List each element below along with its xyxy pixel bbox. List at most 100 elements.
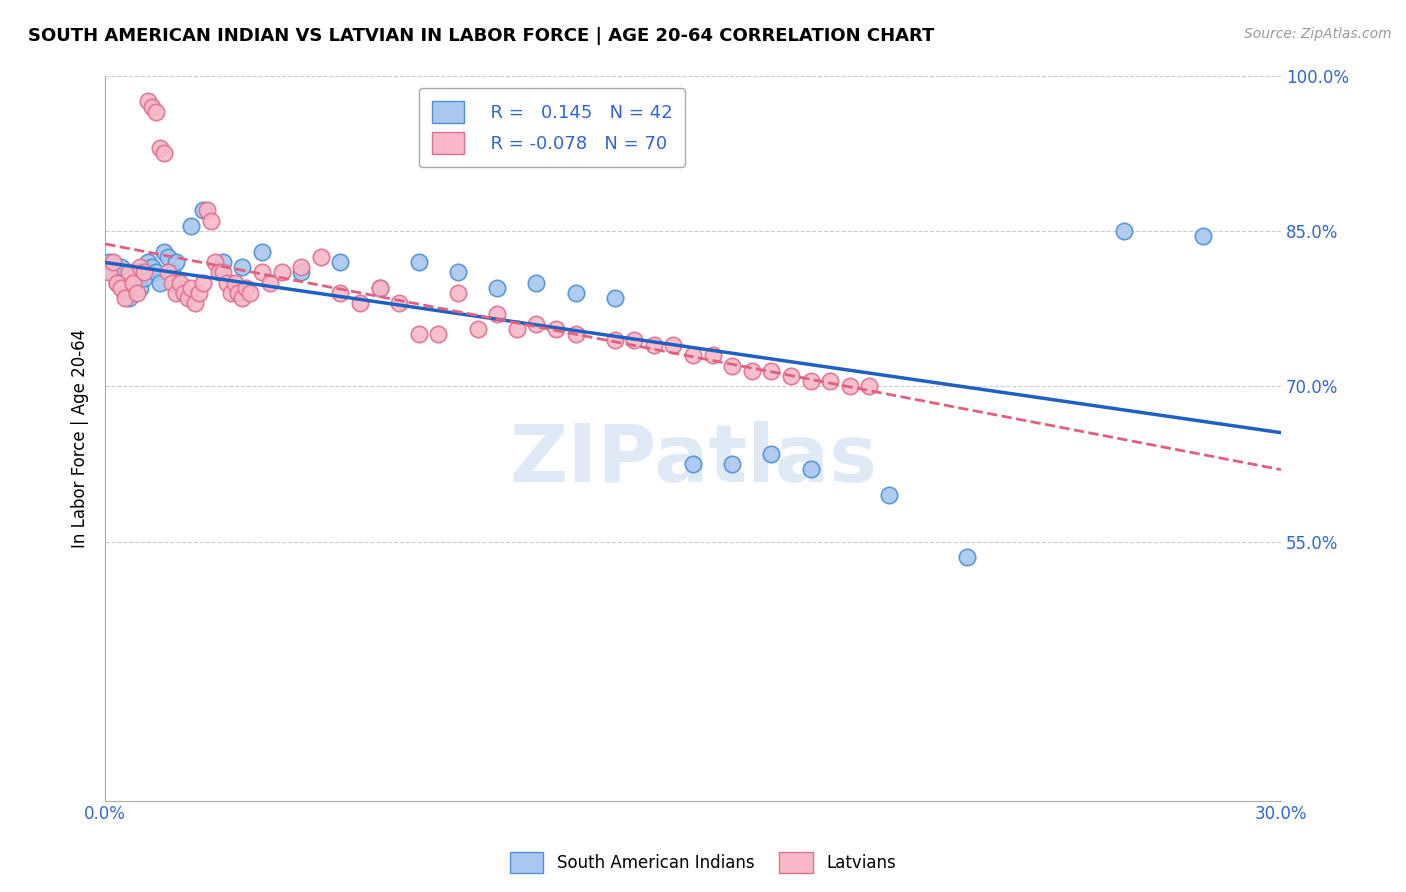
- Point: [388, 296, 411, 310]
- Point: [259, 276, 281, 290]
- Point: [169, 281, 191, 295]
- Point: [98, 255, 121, 269]
- Point: [721, 457, 744, 471]
- Point: [180, 281, 202, 295]
- Point: [180, 219, 202, 233]
- Point: [858, 379, 880, 393]
- Point: [121, 276, 143, 290]
- Point: [956, 550, 979, 565]
- Point: [447, 286, 470, 301]
- Point: [211, 255, 233, 269]
- Point: [136, 255, 159, 269]
- Point: [408, 327, 430, 342]
- Point: [270, 265, 292, 279]
- Point: [114, 291, 136, 305]
- Point: [134, 270, 156, 285]
- Point: [447, 265, 470, 279]
- Text: ZIPatlas: ZIPatlas: [509, 421, 877, 499]
- Point: [603, 291, 626, 305]
- Point: [564, 327, 586, 342]
- Point: [195, 203, 218, 218]
- Point: [524, 317, 547, 331]
- Point: [149, 276, 172, 290]
- Point: [219, 286, 242, 301]
- Point: [215, 276, 238, 290]
- Point: [105, 276, 128, 290]
- Point: [349, 296, 371, 310]
- Point: [200, 213, 222, 227]
- Point: [761, 364, 783, 378]
- Point: [564, 286, 586, 301]
- Point: [165, 286, 187, 301]
- Point: [224, 276, 246, 290]
- Point: [761, 447, 783, 461]
- Point: [231, 291, 253, 305]
- Point: [173, 286, 195, 301]
- Point: [134, 265, 156, 279]
- Point: [408, 255, 430, 269]
- Point: [368, 281, 391, 295]
- Point: [702, 348, 724, 362]
- Point: [838, 379, 860, 393]
- Point: [721, 359, 744, 373]
- Point: [208, 265, 231, 279]
- Y-axis label: In Labor Force | Age 20-64: In Labor Force | Age 20-64: [72, 328, 89, 548]
- Point: [101, 255, 124, 269]
- Legend: South American Indians, Latvians: South American Indians, Latvians: [503, 846, 903, 880]
- Point: [1114, 224, 1136, 238]
- Point: [662, 338, 685, 352]
- Point: [129, 260, 152, 274]
- Point: [780, 368, 803, 383]
- Point: [682, 457, 704, 471]
- Point: [427, 327, 450, 342]
- Point: [741, 364, 763, 378]
- Point: [329, 286, 352, 301]
- Point: [156, 265, 179, 279]
- Point: [110, 281, 132, 295]
- Point: [603, 333, 626, 347]
- Point: [309, 250, 332, 264]
- Point: [250, 244, 273, 259]
- Point: [329, 255, 352, 269]
- Point: [141, 260, 163, 274]
- Point: [188, 286, 211, 301]
- Point: [193, 276, 215, 290]
- Point: [105, 276, 128, 290]
- Point: [118, 291, 141, 305]
- Point: [506, 322, 529, 336]
- Point: [114, 286, 136, 301]
- Point: [211, 265, 233, 279]
- Point: [467, 322, 489, 336]
- Point: [98, 265, 121, 279]
- Point: [125, 265, 148, 279]
- Point: [184, 296, 207, 310]
- Point: [153, 244, 176, 259]
- Text: Source: ZipAtlas.com: Source: ZipAtlas.com: [1244, 27, 1392, 41]
- Point: [250, 265, 273, 279]
- Legend:   R =   0.145   N = 42,   R = -0.078   N = 70: R = 0.145 N = 42, R = -0.078 N = 70: [419, 88, 685, 167]
- Point: [121, 276, 143, 290]
- Point: [1191, 229, 1213, 244]
- Point: [239, 286, 262, 301]
- Point: [125, 286, 148, 301]
- Point: [544, 322, 567, 336]
- Point: [136, 95, 159, 109]
- Point: [118, 265, 141, 279]
- Point: [643, 338, 665, 352]
- Point: [368, 281, 391, 295]
- Text: SOUTH AMERICAN INDIAN VS LATVIAN IN LABOR FORCE | AGE 20-64 CORRELATION CHART: SOUTH AMERICAN INDIAN VS LATVIAN IN LABO…: [28, 27, 935, 45]
- Point: [160, 276, 183, 290]
- Point: [290, 260, 312, 274]
- Point: [290, 265, 312, 279]
- Point: [145, 104, 167, 119]
- Point: [623, 333, 645, 347]
- Point: [682, 348, 704, 362]
- Point: [231, 260, 253, 274]
- Point: [486, 281, 509, 295]
- Point: [165, 255, 187, 269]
- Point: [141, 100, 163, 114]
- Point: [156, 250, 179, 264]
- Point: [193, 203, 215, 218]
- Point: [169, 276, 191, 290]
- Point: [153, 146, 176, 161]
